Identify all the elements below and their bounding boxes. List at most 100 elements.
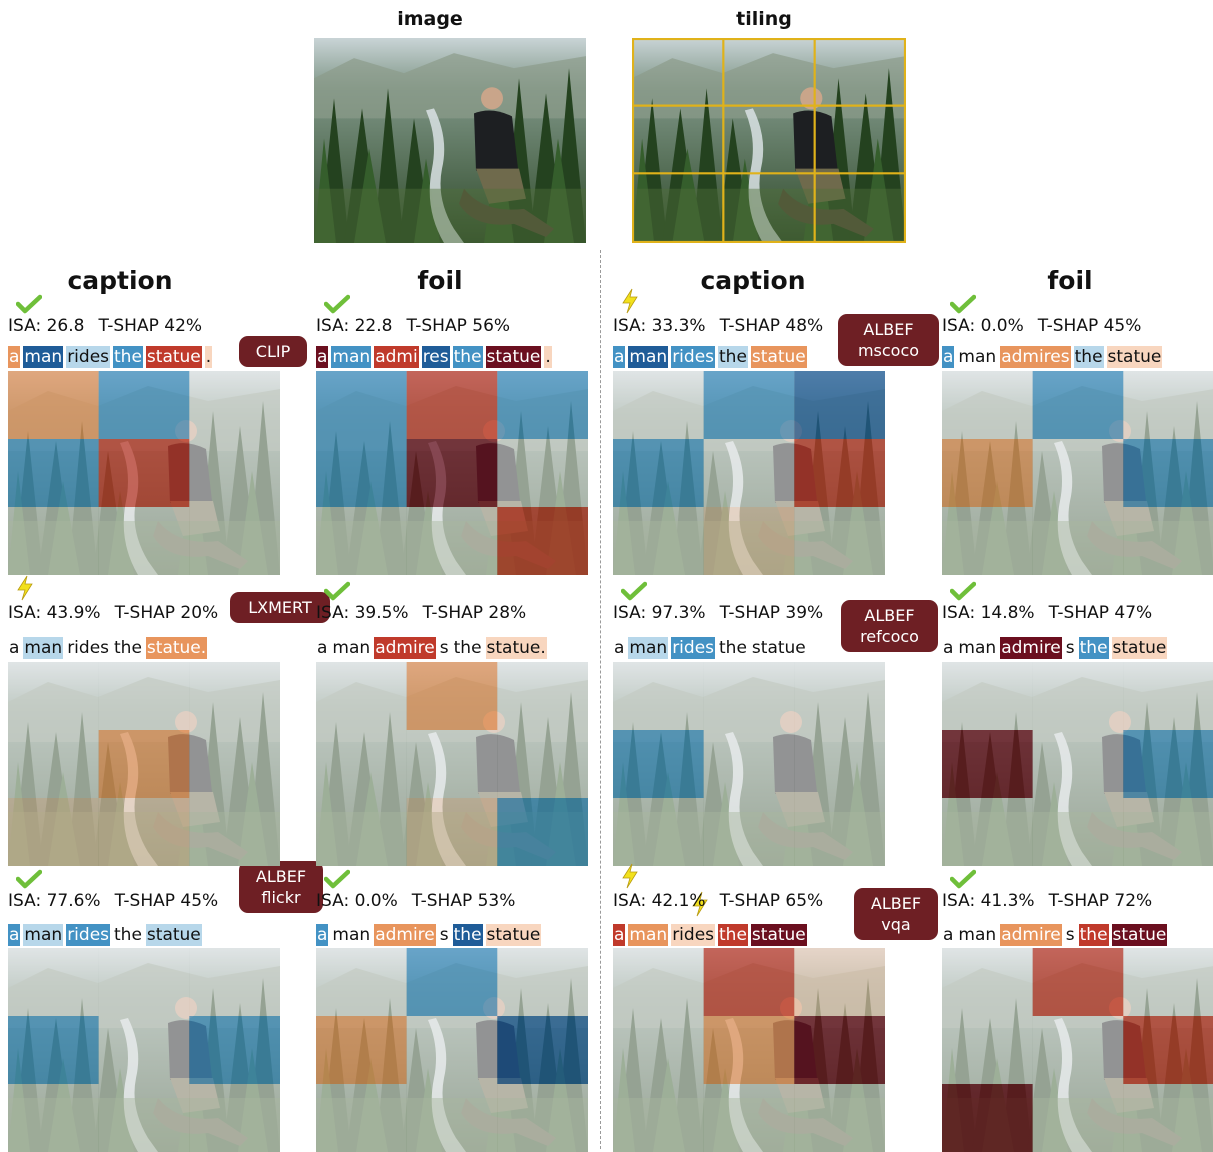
- heat-tile: [794, 439, 885, 507]
- token: statue: [145, 924, 202, 946]
- token: a: [8, 924, 21, 946]
- heat-tile: [794, 948, 885, 1016]
- panel-stats: ISA: 26.8 T-SHAP 42%: [8, 316, 202, 336]
- heatmap: [613, 662, 885, 866]
- isa-score: ISA: 42.1%: [613, 891, 706, 911]
- token: rides: [66, 924, 111, 946]
- heat-tile: [406, 371, 498, 439]
- foil-header-right: foil: [1047, 266, 1093, 295]
- clip-badge: CLIP: [239, 336, 307, 367]
- tile-grid-border: [632, 38, 906, 243]
- token: a: [317, 638, 328, 658]
- token: a: [613, 924, 626, 946]
- heat-tile: [497, 948, 588, 1016]
- heat-tile: [316, 507, 407, 575]
- heat-tile: [703, 948, 795, 1016]
- heat-tile: [406, 439, 498, 507]
- isa-score: ISA: 39.5%: [316, 603, 409, 623]
- heat-tile: [1032, 730, 1124, 798]
- heat-tile: [794, 507, 885, 575]
- check-icon: [323, 294, 351, 318]
- token: s: [1065, 925, 1075, 945]
- token: statue: [1111, 637, 1168, 659]
- panel-stats: ISA: 39.5% T-SHAP 28%: [316, 603, 526, 623]
- heat-tile: [703, 507, 795, 575]
- token: rides: [66, 346, 111, 368]
- heat-tile: [794, 730, 885, 798]
- heat-tile: [613, 948, 704, 1016]
- heat-tile: [613, 439, 704, 507]
- heat-tile: [703, 1084, 795, 1152]
- heat-tile: [189, 730, 280, 798]
- input-image: [314, 38, 586, 243]
- token: man: [332, 638, 371, 658]
- heat-tile: [189, 948, 280, 1016]
- heat-tile: [8, 798, 99, 866]
- tshap-score: T-SHAP 45%: [1037, 316, 1142, 336]
- token: .: [544, 346, 552, 368]
- token: statue: [485, 346, 542, 368]
- heat-tile: [1032, 948, 1124, 1016]
- heat-tile: [8, 371, 99, 439]
- heat-tile: [613, 662, 704, 730]
- token: the: [718, 346, 748, 368]
- heat-tile: [8, 1016, 99, 1084]
- heat-tile: [1123, 507, 1213, 575]
- token: s: [1065, 638, 1075, 658]
- token-row: a man rides the statue: [8, 924, 205, 946]
- heat-tile: [497, 662, 588, 730]
- token: the: [1073, 346, 1104, 368]
- heat-tile: [497, 1016, 588, 1084]
- heat-tile: [942, 798, 1033, 866]
- isa-score: ISA: 0.0%: [316, 891, 398, 911]
- token: man: [628, 924, 669, 946]
- heat-tile: [1032, 507, 1124, 575]
- tiling-label: tiling: [736, 8, 792, 30]
- heat-tile: [1123, 798, 1213, 866]
- panel-stats: ISA: 97.3% T-SHAP 39%: [613, 603, 823, 623]
- heatmap: [613, 371, 885, 575]
- token: rides: [67, 638, 110, 658]
- token: .: [204, 346, 213, 368]
- lightning-icon: [621, 863, 639, 893]
- heat-tile: [703, 371, 795, 439]
- heat-tile: [316, 371, 407, 439]
- heatmap: [8, 371, 280, 575]
- isa-score: ISA: 22.8: [316, 316, 393, 336]
- check-icon: [323, 581, 351, 605]
- heat-tile: [942, 1084, 1033, 1152]
- token: admires: [1000, 346, 1071, 368]
- heat-tile: [794, 371, 885, 439]
- heat-tile: [1123, 1084, 1213, 1152]
- token: the: [114, 638, 142, 658]
- image-label: image: [397, 8, 463, 30]
- heat-tile: [613, 1016, 704, 1084]
- token: admire: [374, 924, 436, 946]
- panel-stats: ISA: 22.8 T-SHAP 56%: [316, 316, 510, 336]
- heat-tile: [1123, 730, 1213, 798]
- token: a: [9, 638, 20, 658]
- isa-score: ISA: 26.8: [8, 316, 85, 336]
- heat-tile: [8, 662, 99, 730]
- isa-score: ISA: 97.3%: [613, 603, 706, 623]
- token: the: [452, 346, 483, 368]
- token: man: [331, 346, 372, 368]
- token: statue: [750, 346, 807, 368]
- heat-tile: [942, 662, 1033, 730]
- heat-tile: [942, 1016, 1033, 1084]
- heat-tile: [1123, 439, 1213, 507]
- heat-tile: [613, 507, 704, 575]
- heat-tile: [1032, 439, 1124, 507]
- heat-tile: [406, 1084, 498, 1152]
- token: admire: [1000, 924, 1062, 946]
- token: a: [943, 638, 954, 658]
- heat-tile: [316, 439, 407, 507]
- lightning-icon: [691, 891, 709, 921]
- heat-tile: [497, 1084, 588, 1152]
- check-icon: [949, 869, 977, 893]
- heat-tile: [1123, 662, 1213, 730]
- token: statue.: [485, 637, 547, 659]
- heat-tile: [406, 730, 498, 798]
